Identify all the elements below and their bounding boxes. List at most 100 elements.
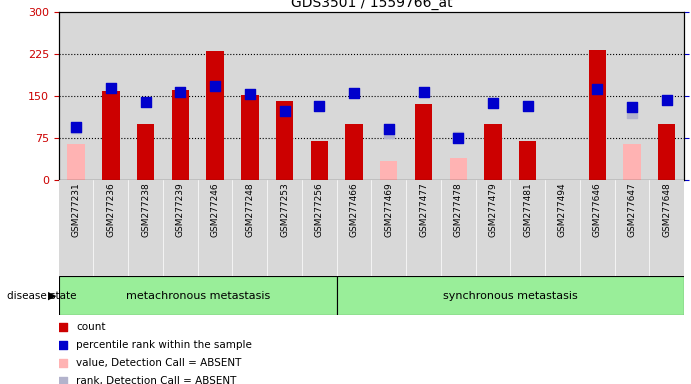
Bar: [406, 12, 441, 180]
Point: [487, 100, 498, 106]
Text: GSM277477: GSM277477: [419, 182, 428, 237]
Text: percentile rank within the sample: percentile rank within the sample: [76, 340, 252, 350]
Bar: [346, 149, 363, 180]
Bar: [475, 12, 511, 180]
Bar: [450, 158, 467, 180]
Bar: [137, 124, 154, 180]
Bar: [171, 90, 189, 180]
Text: GSM277231: GSM277231: [72, 182, 81, 237]
Bar: [59, 276, 337, 315]
Bar: [580, 12, 614, 180]
Bar: [59, 12, 93, 180]
Text: GSM277646: GSM277646: [593, 182, 602, 237]
Point: [57, 323, 68, 329]
Text: count: count: [76, 321, 106, 331]
Text: GSM277647: GSM277647: [627, 182, 636, 237]
Point: [627, 110, 638, 116]
Text: GSM277236: GSM277236: [106, 182, 115, 237]
Bar: [232, 12, 267, 180]
Point: [70, 124, 82, 130]
Point: [57, 378, 68, 384]
Text: metachronous metastasis: metachronous metastasis: [126, 291, 269, 301]
Bar: [337, 180, 372, 276]
Bar: [93, 12, 129, 180]
Point: [57, 360, 68, 366]
Bar: [658, 124, 675, 180]
Bar: [614, 12, 650, 180]
Bar: [198, 180, 232, 276]
Text: GSM277494: GSM277494: [558, 182, 567, 237]
Point: [57, 342, 68, 348]
Bar: [614, 180, 650, 276]
Bar: [441, 180, 475, 276]
Bar: [163, 180, 198, 276]
Title: GDS3501 / 1559766_at: GDS3501 / 1559766_at: [291, 0, 452, 10]
Text: GSM277238: GSM277238: [141, 182, 150, 237]
Bar: [650, 12, 684, 180]
Text: GSM277469: GSM277469: [384, 182, 393, 237]
Text: GSM277466: GSM277466: [350, 182, 359, 237]
Bar: [267, 12, 302, 180]
Bar: [68, 144, 85, 180]
Bar: [129, 12, 163, 180]
Point: [175, 89, 186, 95]
Bar: [276, 101, 293, 180]
Bar: [406, 180, 441, 276]
Bar: [337, 12, 371, 180]
Point: [591, 86, 603, 92]
Bar: [650, 180, 684, 276]
Bar: [302, 180, 337, 276]
Bar: [589, 50, 606, 180]
Point: [279, 108, 290, 114]
Text: GSM277253: GSM277253: [280, 182, 289, 237]
Point: [314, 103, 325, 109]
Bar: [93, 180, 129, 276]
Bar: [511, 180, 545, 276]
Bar: [380, 161, 397, 180]
Text: synchronous metastasis: synchronous metastasis: [443, 291, 578, 301]
Point: [245, 91, 256, 98]
Bar: [59, 180, 93, 276]
Point: [70, 125, 82, 131]
Text: value, Detection Call = ABSENT: value, Detection Call = ABSENT: [76, 358, 242, 368]
Bar: [484, 124, 502, 180]
Bar: [545, 12, 580, 180]
Point: [661, 97, 672, 103]
Bar: [232, 180, 267, 276]
Bar: [441, 12, 475, 180]
Text: GSM277648: GSM277648: [662, 182, 671, 237]
Text: disease state: disease state: [7, 291, 77, 301]
Bar: [129, 180, 163, 276]
Bar: [545, 180, 580, 276]
Text: GSM277246: GSM277246: [211, 182, 220, 237]
Bar: [267, 180, 302, 276]
Text: GSM277248: GSM277248: [245, 182, 254, 237]
Bar: [102, 91, 120, 180]
Bar: [372, 180, 406, 276]
Bar: [311, 141, 328, 180]
Bar: [519, 141, 536, 180]
Text: rank, Detection Call = ABSENT: rank, Detection Call = ABSENT: [76, 376, 236, 384]
Bar: [207, 51, 224, 180]
Point: [453, 135, 464, 141]
Point: [384, 126, 395, 132]
Bar: [519, 155, 536, 180]
Point: [522, 103, 533, 109]
Bar: [241, 95, 258, 180]
Text: ▶: ▶: [48, 291, 57, 301]
Point: [140, 99, 151, 105]
Bar: [302, 12, 337, 180]
Text: GSM277481: GSM277481: [523, 182, 532, 237]
Bar: [415, 104, 432, 180]
Bar: [371, 12, 406, 180]
Point: [209, 83, 220, 89]
Point: [384, 129, 395, 136]
Text: GSM277256: GSM277256: [315, 182, 324, 237]
Text: GSM277479: GSM277479: [489, 182, 498, 237]
Bar: [475, 180, 511, 276]
Point: [627, 104, 638, 110]
Text: GSM277478: GSM277478: [454, 182, 463, 237]
Bar: [623, 144, 641, 180]
Bar: [163, 12, 198, 180]
Bar: [346, 124, 363, 180]
